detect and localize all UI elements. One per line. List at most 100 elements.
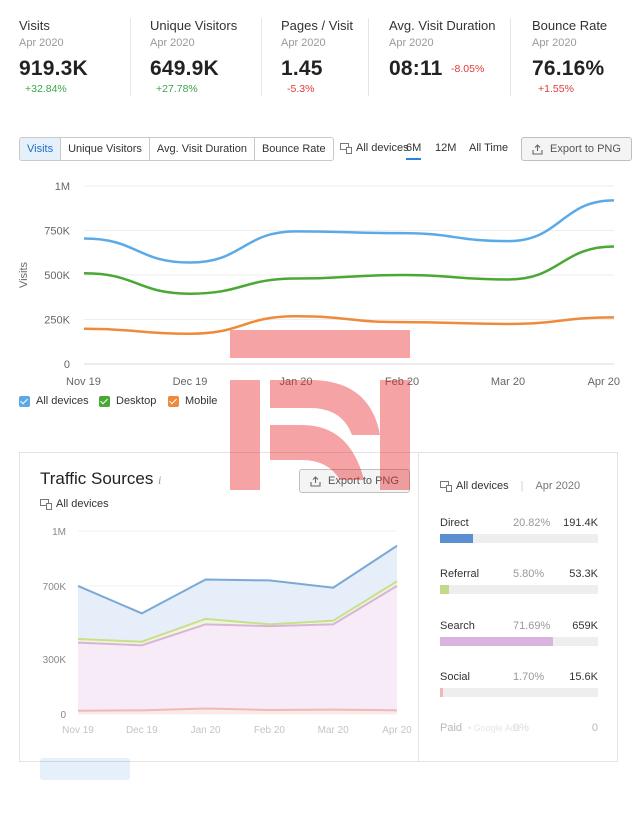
separator: | (520, 480, 524, 492)
series-area-2 (78, 585, 397, 714)
source-bar (440, 637, 598, 646)
legend-item-mobile[interactable]: Mobile (168, 395, 217, 407)
faded-button[interactable] (40, 758, 130, 780)
y-tick-label: 1M (52, 527, 66, 538)
kpi-value-row: 08:11 -8.05% (389, 57, 495, 81)
source-count: 53.3K (569, 568, 598, 580)
kpi-value: 919.3K (19, 57, 88, 80)
source-name: Social (440, 671, 470, 683)
source-sub: • Google Ads (468, 723, 521, 733)
x-tick-label: Dec 19 (126, 725, 158, 736)
legend-item-desktop[interactable]: Desktop (99, 395, 156, 407)
source-bar (440, 585, 598, 594)
kpi-divider (130, 18, 131, 96)
legend-label: Mobile (185, 395, 218, 407)
devices-icon (340, 142, 352, 154)
source-pct: 5.80% (513, 568, 545, 580)
side-devices-label[interactable]: All devices (456, 480, 509, 492)
traffic-sources-card (19, 452, 618, 762)
source-count: 191.4K (563, 517, 598, 529)
x-tick-label: Feb 20 (385, 376, 419, 388)
devices-selector[interactable]: All devices (340, 142, 409, 154)
y-tick-label: 250K (44, 315, 70, 327)
x-tick-label: Apr 20 (588, 376, 620, 388)
ts-devices-selector[interactable]: All devices (40, 498, 109, 510)
kpi-label: Unique Visitors (150, 18, 238, 33)
source-bar-fill (440, 688, 443, 697)
y-tick-label: 700K (43, 582, 67, 593)
kpi-label: Visits (19, 18, 50, 33)
checkbox-icon (168, 395, 179, 407)
visits-line-chart: 0 250K 500K 750K 1M Nov 19 Dec 19 Jan 20 Feb 20 M… (18, 181, 620, 388)
source-count: 659K (572, 620, 598, 632)
checkbox-icon (19, 395, 30, 407)
export-label: Export to PNG (550, 143, 621, 155)
legend-label: All devices (36, 395, 89, 407)
x-tick-label: Jan 20 (279, 376, 312, 388)
kpi-period: Apr 2020 (281, 37, 326, 49)
tab-visits[interactable]: Visits (20, 138, 62, 160)
source-name: Paid • Google Ads (440, 722, 520, 734)
devices-icon (40, 498, 52, 510)
kpi-delta: +1.55% (538, 83, 574, 95)
kpi-avg-visit-duration[interactable]: Avg. Visit Duration Apr 2020 08:11 -8.05… (389, 18, 495, 81)
devices-label: All devices (56, 498, 109, 510)
y-tick-label: 1M (55, 181, 70, 193)
source-bar-fill (440, 534, 473, 543)
series-line-mobile (83, 315, 615, 335)
side-period: Apr 2020 (535, 480, 581, 492)
legend-item-all-devices[interactable]: All devices (19, 395, 89, 407)
source-pct: 0% (513, 722, 529, 734)
source-bar (440, 534, 598, 543)
period-all-time[interactable]: All Time (469, 142, 509, 154)
kpi-period: Apr 2020 (532, 37, 577, 49)
info-icon[interactable]: i (158, 473, 162, 487)
x-tick-label: Nov 19 (62, 725, 94, 736)
kpi-unique-visitors[interactable]: Unique Visitors Apr 2020 649.9K +27.78% (150, 18, 237, 95)
x-tick-label: Nov 19 (66, 376, 101, 388)
source-count: 0 (591, 722, 598, 734)
tab-avg-visit-duration[interactable]: Avg. Visit Duration (149, 138, 255, 160)
kpi-delta: -8.05% (451, 63, 485, 75)
source-pct: 1.70% (513, 671, 545, 683)
y-axis-label: Visits (18, 261, 30, 288)
x-tick-label: Mar 20 (318, 725, 350, 736)
tab-bounce-rate[interactable]: Bounce Rate (254, 138, 333, 160)
kpi-bounce-rate[interactable]: Bounce Rate Apr 2020 76.16% +1.55% (532, 18, 607, 95)
source-pct: 71.69% (513, 620, 551, 632)
kpi-label: Pages / Visit (281, 18, 354, 33)
source-pct: 20.82% (513, 517, 551, 529)
kpi-divider (368, 18, 369, 96)
source-count: 15.6K (569, 671, 598, 683)
kpi-label: Bounce Rate (532, 18, 608, 33)
kpi-pages-per-visit[interactable]: Pages / Visit Apr 2020 1.45 -5.3% (281, 18, 353, 95)
source-name: Direct (440, 517, 469, 529)
kpi-delta: +32.84% (25, 83, 67, 95)
export-label: Export to PNG (328, 475, 399, 487)
series-line-3 (77, 707, 398, 712)
x-tick-label: Feb 20 (254, 725, 286, 736)
period-6m[interactable]: 6M (406, 142, 422, 160)
period-12m[interactable]: 12M (435, 142, 457, 154)
card-divider (418, 452, 419, 762)
tab-unique-visitors[interactable]: Unique Visitors (61, 138, 150, 160)
y-tick-label: 300K (43, 655, 67, 666)
x-tick-label: Apr 20 (382, 725, 412, 736)
kpi-delta: -5.3% (287, 83, 315, 95)
ts-export-png-button[interactable]: Export to PNG (299, 469, 410, 493)
source-bar-fill (440, 637, 554, 646)
legend-label: Desktop (116, 395, 157, 407)
source-name-text: Paid (440, 722, 463, 734)
traffic-sources-title: Traffic Sources (40, 469, 154, 488)
kpi-value: 76.16% (532, 57, 605, 80)
metric-tabs: Visits Unique Visitors Avg. Visit Durati… (19, 137, 334, 161)
kpi-divider (510, 18, 511, 96)
kpi-value: 1.45 (281, 57, 323, 80)
devices-label: All devices (356, 142, 409, 154)
y-tick-label: 0 (60, 710, 66, 721)
y-tick-label: 750K (44, 226, 70, 238)
source-bar-fill (440, 585, 450, 594)
kpi-visits[interactable]: Visits Apr 2020 919.3K +32.84% (19, 18, 88, 95)
kpi-label: Avg. Visit Duration (389, 18, 496, 33)
export-png-button[interactable]: Export to PNG (521, 137, 632, 161)
